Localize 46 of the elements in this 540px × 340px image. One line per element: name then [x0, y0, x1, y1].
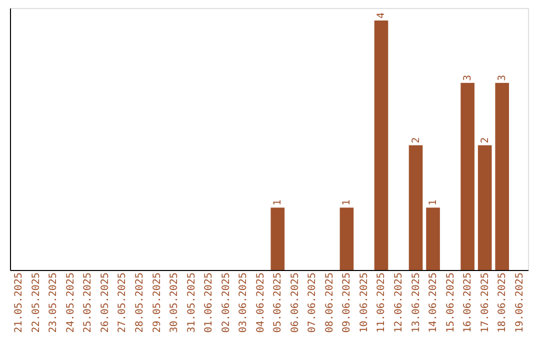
x-tick-label: 26.05.2025: [100, 272, 111, 333]
x-tick-label: 08.06.2025: [324, 272, 336, 333]
x-tick-label: 01.06.2025: [204, 272, 215, 333]
x-tick-label: 25.05.2025: [82, 272, 94, 333]
bar: [270, 208, 285, 270]
x-tick-label: 15.06.2025: [445, 272, 456, 333]
data-label: 1: [272, 200, 284, 206]
x-tick-label: 17.06.2025: [480, 272, 491, 333]
x-tick-label: 11.06.2025: [376, 272, 388, 333]
data-label: 3: [497, 74, 508, 81]
x-tick-label: 04.06.2025: [255, 272, 266, 333]
x-tick-label: 27.05.2025: [117, 272, 128, 333]
x-tick-label: 03.06.2025: [238, 272, 250, 333]
data-label: 2: [480, 137, 491, 144]
x-tick-label: 05.06.2025: [272, 272, 284, 333]
x-tick-label: 10.06.2025: [358, 272, 370, 333]
bar: [408, 145, 423, 270]
bar: [495, 82, 510, 270]
bar: [460, 82, 474, 270]
data-label: 4: [376, 12, 388, 18]
bar: [374, 20, 388, 270]
x-tick-label: 24.05.2025: [65, 272, 76, 333]
x-tick-label: 30.05.2025: [169, 272, 180, 333]
x-tick-label: 09.06.2025: [342, 272, 353, 333]
x-tick-label: 19.06.2025: [514, 272, 526, 333]
bar: [340, 208, 354, 270]
x-tick-label: 02.06.2025: [220, 272, 232, 333]
x-tick-label: 16.06.2025: [462, 272, 474, 333]
x-tick-label: 06.06.2025: [290, 272, 301, 333]
bar: [478, 145, 492, 270]
x-tick-label: 18.06.2025: [497, 272, 508, 333]
x-tick-label: 12.06.2025: [394, 272, 404, 333]
x-tick-label: 21.05.2025: [14, 272, 25, 333]
bar: [426, 208, 440, 270]
x-tick-label: 07.06.2025: [307, 272, 318, 333]
data-label: 2: [410, 137, 422, 144]
x-tick-label: 22.05.2025: [30, 272, 42, 333]
x-tick-label: 29.05.2025: [152, 272, 163, 333]
x-tick-label: 28.05.2025: [134, 272, 146, 333]
x-tick-label: 23.05.2025: [48, 272, 60, 333]
x-tick-label: 13.06.2025: [410, 272, 422, 333]
data-label: 3: [462, 74, 474, 81]
x-tick-label: 14.06.2025: [428, 272, 440, 333]
data-label: 1: [342, 200, 353, 206]
data-label: 1: [428, 200, 440, 206]
x-tick-label: 31.05.2025: [186, 272, 198, 333]
